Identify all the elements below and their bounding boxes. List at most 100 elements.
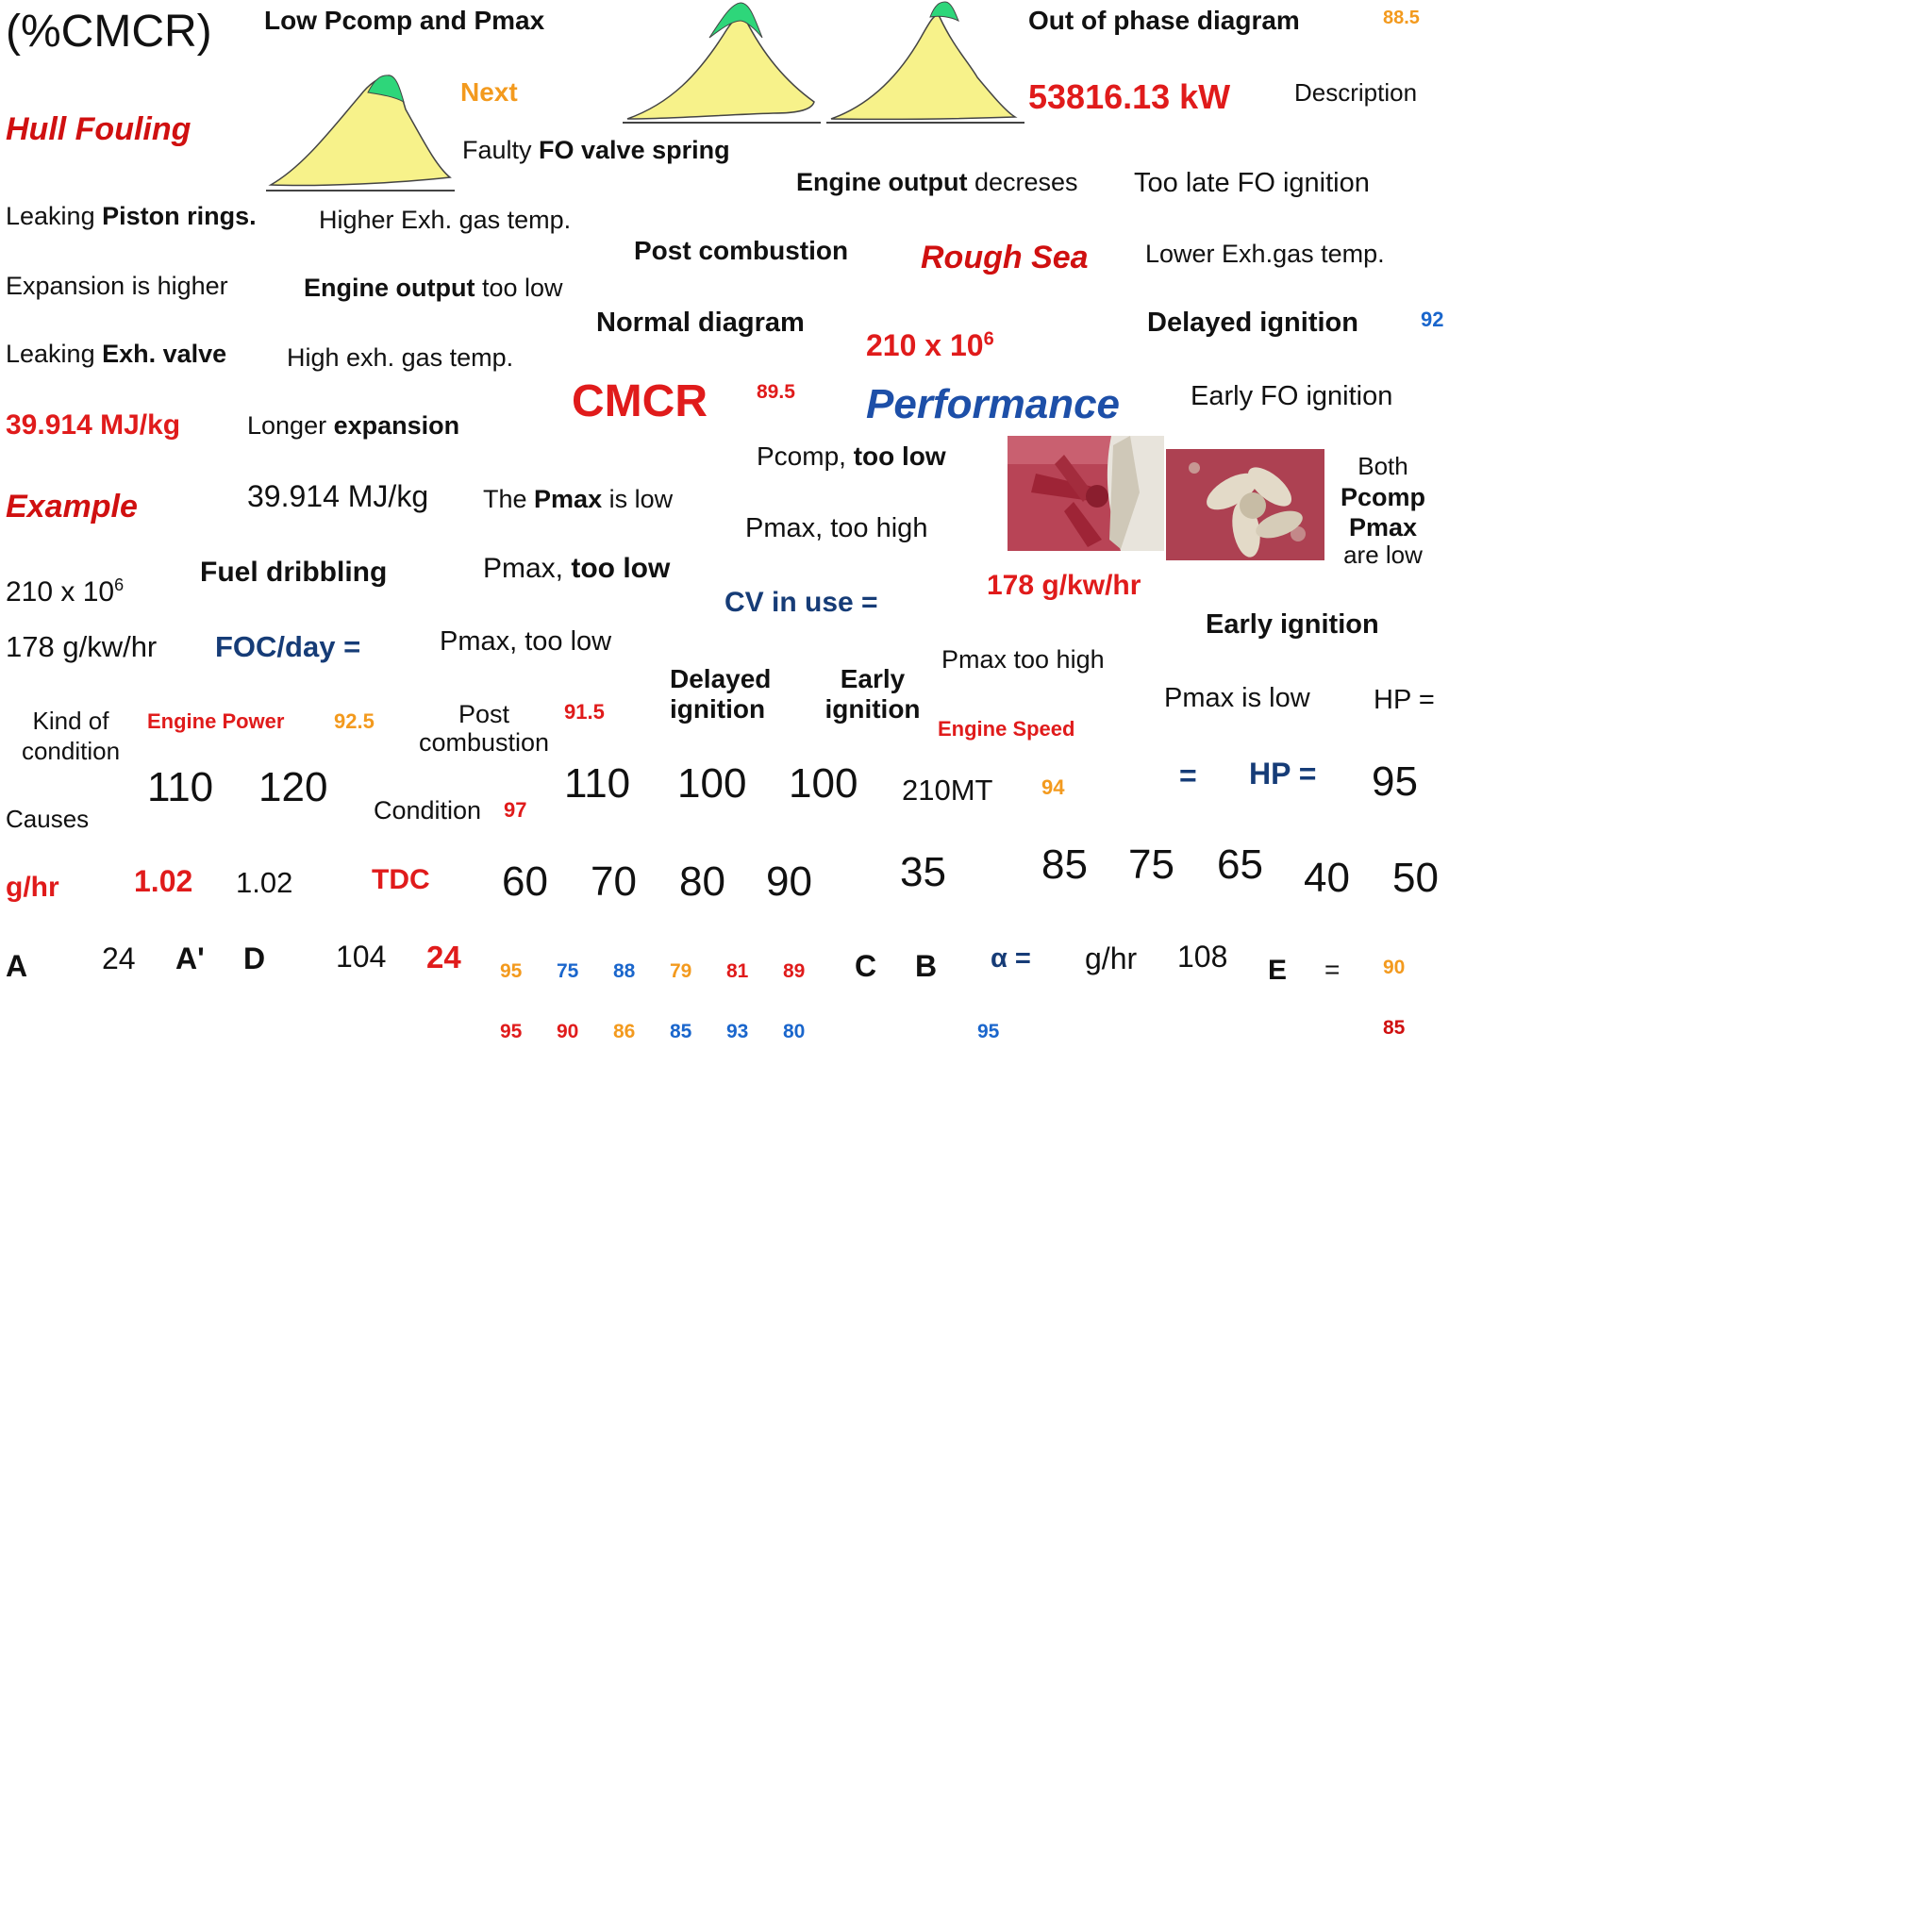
performance-label: Performance [866, 381, 1121, 427]
power-kw-value: 53816.13 kW [1028, 77, 1231, 116]
fuel-quantity-red: 210 x 106 [866, 328, 994, 363]
is-low-rest: is low [602, 485, 674, 513]
piston-rings-bold: Piston rings. [102, 202, 257, 230]
engine-output-decreases: Engine output decreses [796, 168, 1078, 197]
number-110-a: 110 [147, 764, 214, 810]
pmax-too-low-bold: too low [571, 553, 671, 584]
rough-sea-label: Rough Sea [921, 240, 1089, 275]
number-65: 65 [1217, 841, 1263, 888]
both-line-2: Pcomp [1340, 483, 1426, 511]
number-75: 75 [1128, 841, 1174, 888]
small-r1-3: 88 [613, 960, 636, 982]
delayed-ignition-line2: ignition [670, 694, 766, 724]
exh-valve-bold: Exh. valve [102, 340, 227, 368]
hp-equals-1: HP = [1374, 685, 1435, 715]
example-label: Example [6, 489, 138, 525]
tdc-label: TDC [372, 864, 430, 895]
the-pmax-is-low: The Pmax is low [483, 485, 673, 514]
both-line-3: Pmax [1348, 513, 1418, 541]
delayed-ignition-heading: Delayed ignition [1147, 308, 1358, 338]
pcomp-too-low: Pcomp, too low [757, 441, 946, 472]
next-label: Next [460, 77, 518, 107]
number-35: 35 [900, 849, 946, 895]
the-prefix: The [483, 485, 535, 513]
label-b: B [915, 949, 938, 983]
alpha-equals: α = [991, 943, 1031, 974]
propeller-photo-1 [1008, 436, 1164, 551]
leaking-exh-valve: Leaking Exh. valve [6, 340, 226, 369]
propeller-photo-2 [1166, 449, 1324, 560]
engine-output-rest: decreses [967, 168, 1078, 196]
expansion-is-higher: Expansion is higher [6, 272, 228, 300]
number-100-a: 100 [677, 760, 747, 807]
number-24-red: 24 [426, 940, 461, 974]
causes-label: Causes [6, 805, 90, 833]
small-r1-2: 75 [557, 960, 579, 982]
low-pcomp-pmax-heading: Low Pcomp and Pmax [264, 6, 545, 35]
label-d: D [243, 941, 266, 975]
hull-fouling-label: Hull Fouling [6, 111, 192, 147]
value-1-02-black: 1.02 [236, 866, 293, 899]
pmax-too-low-plain: Pmax, too low [440, 626, 612, 657]
number-24: 24 [102, 941, 136, 975]
pmax-too-low-prefix: Pmax, [483, 553, 572, 584]
g-per-hr-red: g/hr [6, 872, 59, 903]
faulty-fo-prefix: Faulty [462, 136, 540, 164]
calorific-value-red: 39.914 MJ/kg [6, 409, 181, 441]
early-ignition-heading: Early ignition [1206, 609, 1379, 640]
small-r2-4: 85 [670, 1021, 692, 1042]
longer-prefix: Longer [247, 411, 334, 440]
propeller-photo-2-image [1166, 449, 1324, 560]
cv-in-use-label: CV in use = [724, 587, 878, 618]
fuel-quantity-black-base: 210 x 10 [6, 576, 115, 608]
label-e: E [1268, 955, 1288, 986]
engine-output-bold: Engine output [796, 168, 968, 196]
propeller-photo-1-image [1008, 436, 1164, 551]
engine-output-low-bold: Engine output [304, 274, 475, 302]
pmax-too-high-1: Pmax, too high [745, 513, 928, 543]
cmcr-label: CMCR [572, 376, 708, 426]
small-r1-4: 79 [670, 960, 692, 982]
pmax-too-low-bold-line: Pmax, too low [483, 553, 670, 586]
post-combustion-heading: Post combustion [634, 236, 849, 265]
lower-exh-gas-temp: Lower Exh.gas temp. [1145, 240, 1385, 268]
pressure-diagram-out-of-phase [826, 1, 1024, 124]
post-combustion-line1: Post [458, 700, 510, 728]
number-40: 40 [1304, 855, 1350, 901]
early-fo-ignition: Early FO ignition [1191, 381, 1393, 411]
higher-exh-gas-temp: Higher Exh. gas temp. [319, 206, 572, 234]
early-ignition-line1: Early [840, 664, 906, 693]
hp-equals-2: HP = [1249, 757, 1317, 791]
pmax-bold: Pmax [534, 485, 603, 513]
value-92: 92 [1421, 308, 1444, 331]
condition-label: Condition [374, 796, 482, 824]
label-a-prime: A' [175, 941, 205, 975]
number-85: 85 [1041, 841, 1088, 888]
small-r2-5: 93 [726, 1021, 749, 1042]
calorific-value-black: 39.914 MJ/kg [247, 479, 429, 513]
engine-speed-label: Engine Speed [938, 717, 1075, 741]
small-r1-6: 89 [783, 960, 806, 982]
equals-sign: = [1324, 955, 1341, 984]
early-ignition-line2: ignition [824, 694, 921, 724]
both-line-1: Both [1357, 452, 1408, 480]
small-r2-2: 90 [557, 1021, 579, 1042]
number-80: 80 [679, 858, 725, 905]
small-r2-3: 86 [613, 1021, 636, 1042]
equals-sign-navy: = [1179, 758, 1197, 792]
number-110-b: 110 [564, 760, 631, 807]
fuel-quantity-red-exponent: 6 [983, 328, 994, 350]
number-108: 108 [1177, 940, 1228, 974]
too-late-fo-ignition: Too late FO ignition [1134, 168, 1370, 198]
number-70: 70 [591, 858, 637, 905]
fuel-quantity-red-base: 210 x 10 [866, 328, 984, 362]
small-r1-1: 95 [500, 960, 523, 982]
pressure-diagram-normal [623, 2, 821, 124]
value-92-5: 92.5 [334, 709, 375, 733]
engine-output-too-low: Engine output too low [304, 274, 563, 303]
kind-of-condition-line2: condition [21, 737, 121, 765]
leaking-exh-prefix: Leaking [6, 340, 103, 368]
number-95: 95 [1372, 758, 1418, 805]
number-90: 90 [766, 858, 812, 905]
engine-power-label: Engine Power [147, 709, 285, 733]
